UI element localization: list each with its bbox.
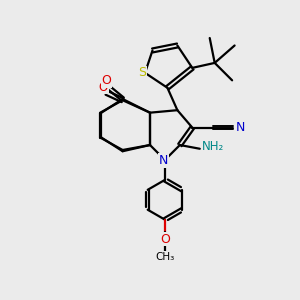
- Text: N: N: [159, 154, 168, 167]
- Text: O: O: [101, 74, 111, 87]
- Text: N: N: [236, 121, 245, 134]
- Text: S: S: [139, 66, 146, 80]
- Text: CH₃: CH₃: [155, 252, 175, 262]
- Text: O: O: [99, 81, 108, 94]
- Text: O: O: [160, 232, 170, 246]
- Text: NH₂: NH₂: [202, 140, 225, 153]
